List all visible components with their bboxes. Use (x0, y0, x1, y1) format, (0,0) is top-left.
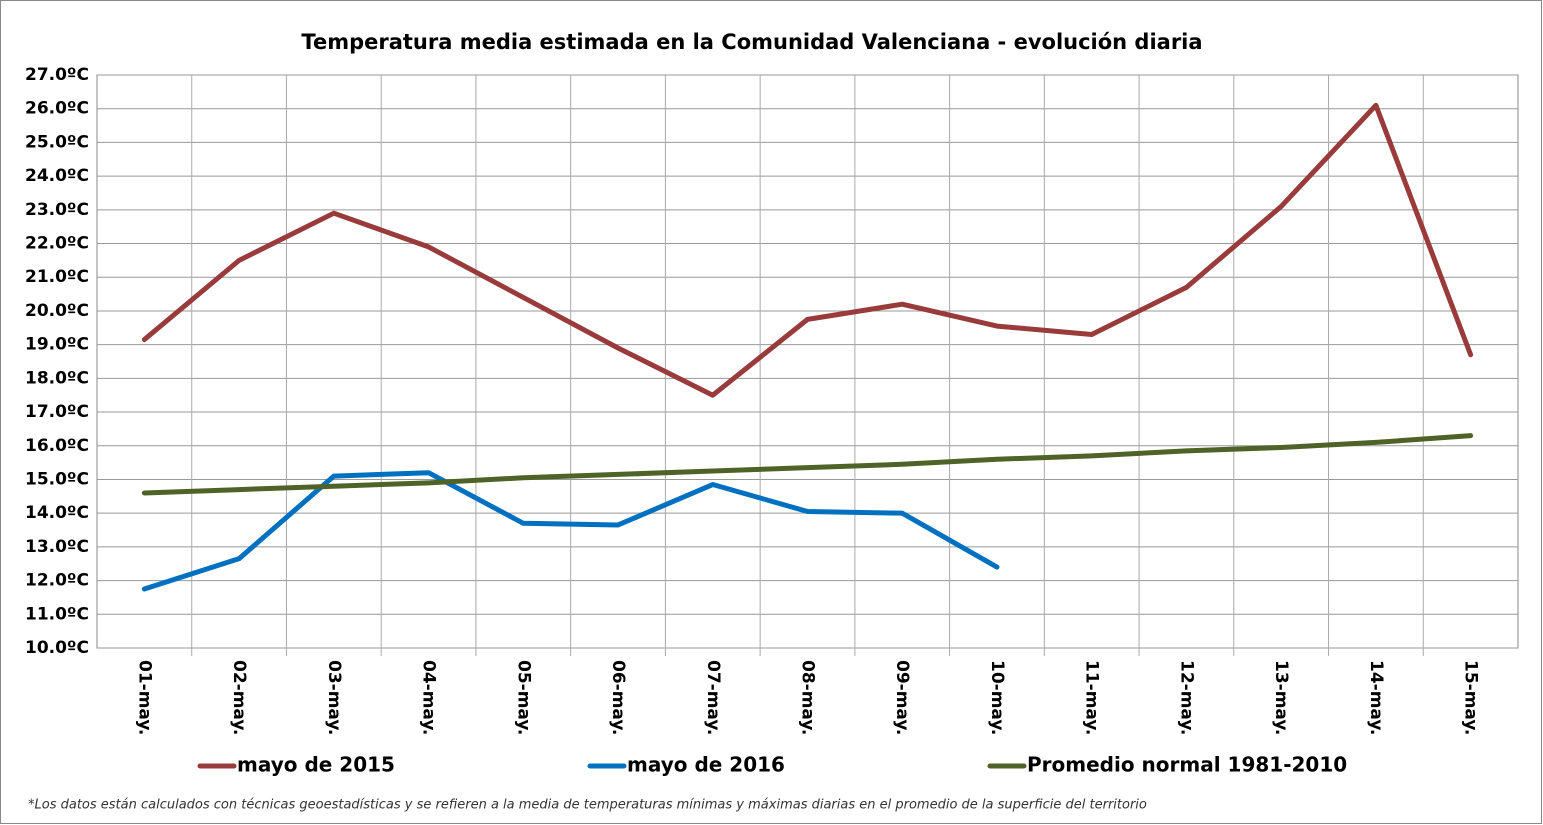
footnote: *Los datos están calculados con técnicas… (28, 798, 1147, 813)
y-tick-label: 14.0ºC (25, 503, 89, 523)
y-tick-label: 12.0ºC (25, 571, 89, 591)
y-tick-label: 16.0ºC (25, 436, 89, 456)
x-tick-label: 13-may. (1271, 660, 1291, 735)
y-tick-label: 11.0ºC (25, 604, 89, 624)
y-tick-label: 15.0ºC (25, 469, 89, 489)
x-tick-label: 11-may. (1082, 660, 1102, 735)
x-tick-label: 10-may. (987, 660, 1007, 735)
y-tick-label: 20.0ºC (25, 301, 89, 321)
series-line (141, 102, 1474, 398)
x-tick-label: 07-may. (703, 660, 723, 735)
legend-label: mayo de 2016 (627, 753, 785, 777)
y-tick-label: 26.0ºC (25, 99, 89, 119)
y-tick-label: 19.0ºC (25, 335, 89, 355)
y-tick-label: 21.0ºC (25, 267, 89, 287)
x-tick-label: 09-may. (892, 660, 912, 735)
y-tick-label: 22.0ºC (25, 234, 89, 254)
y-tick-label: 24.0ºC (25, 166, 89, 186)
x-tick-label: 06-may. (608, 660, 628, 735)
x-tick-label: 15-may. (1461, 660, 1481, 735)
legend-label: mayo de 2015 (237, 753, 395, 777)
x-tick-label: 04-may. (419, 660, 439, 735)
y-tick-label: 25.0ºC (25, 132, 89, 152)
x-tick-label: 05-may. (513, 660, 533, 735)
x-tick-label: 08-may. (798, 660, 818, 735)
y-tick-label: 13.0ºC (25, 537, 89, 557)
y-tick-label: 18.0ºC (25, 368, 89, 388)
x-tick-label: 12-may. (1176, 660, 1196, 735)
y-tick-label: 27.0ºC (25, 65, 89, 85)
y-tick-label: 23.0ºC (25, 200, 89, 220)
series-line (141, 470, 1000, 592)
legend-label: Promedio normal 1981-2010 (1027, 753, 1347, 777)
y-tick-label: 17.0ºC (25, 402, 89, 422)
x-tick-label: 02-may. (229, 660, 249, 735)
x-tick-label: 01-may. (134, 660, 154, 735)
y-tick-label: 10.0ºC (25, 638, 89, 658)
x-tick-label: 14-may. (1366, 660, 1386, 735)
x-tick-label: 03-may. (324, 660, 344, 735)
series-line (141, 433, 1474, 496)
chart-title: Temperatura media estimada en la Comunid… (301, 30, 1202, 54)
